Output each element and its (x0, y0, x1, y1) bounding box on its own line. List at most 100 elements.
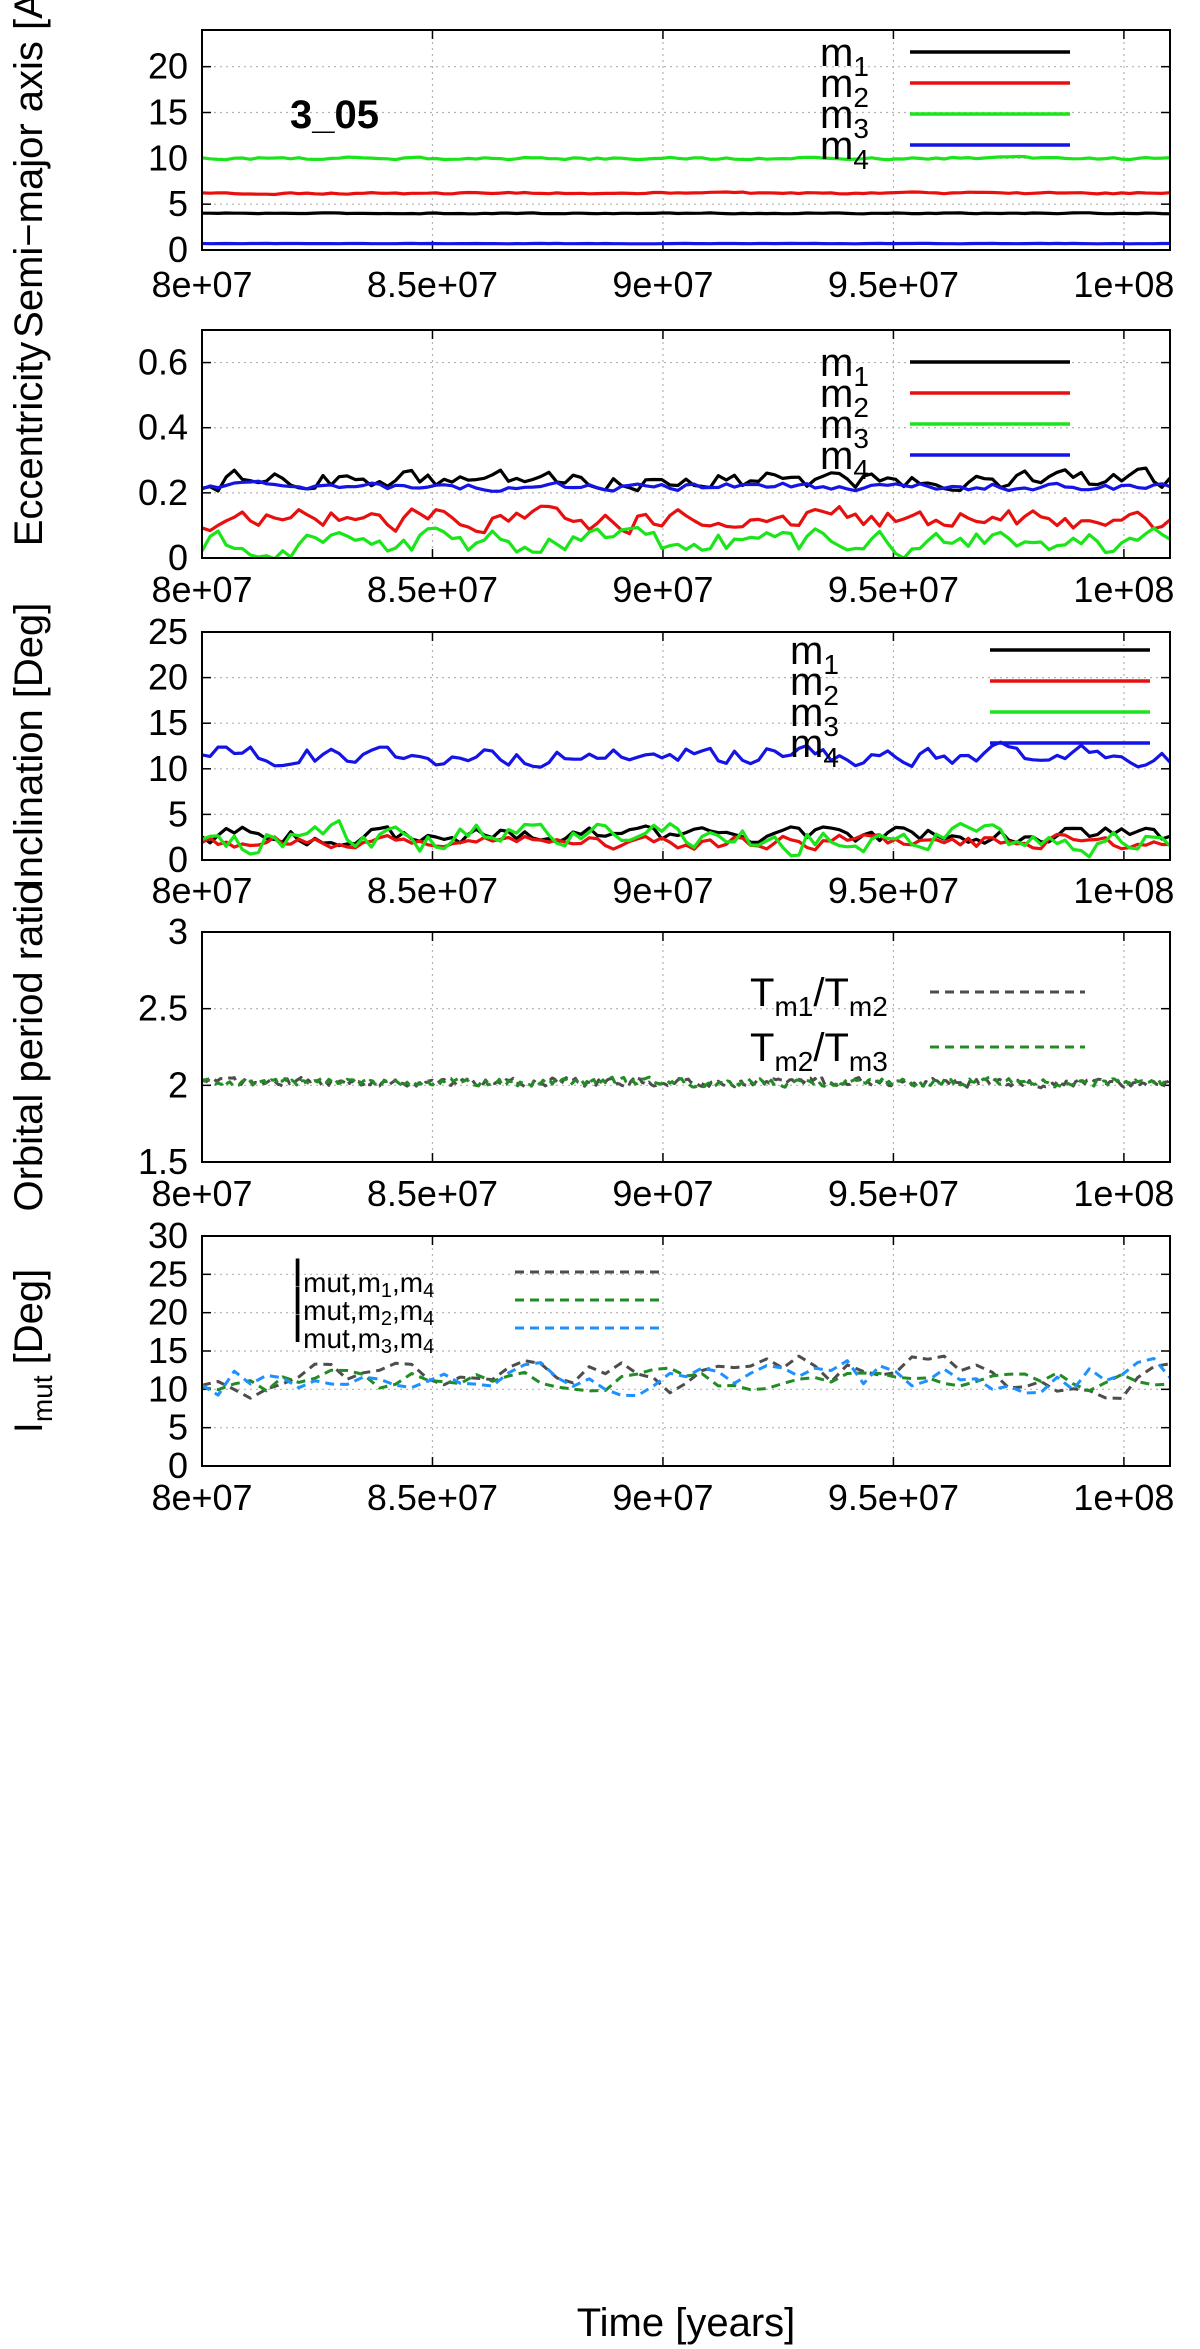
series-line-4 (202, 740, 1170, 769)
x-tick-label: 8.5e+07 (367, 870, 498, 911)
legend-label-1: m1 (820, 341, 869, 392)
y-tick-label: 10 (148, 137, 188, 178)
y-axis-label: Semi−major axis [AU] (7, 0, 51, 338)
series-line-2 (202, 1075, 1170, 1089)
x-tick-label: 8.5e+07 (367, 264, 498, 305)
legend-label-2: m2 (820, 62, 869, 113)
y-tick-label: 0 (168, 229, 188, 270)
y-tick-label: 2.5 (138, 988, 188, 1029)
x-tick-label: 8.5e+07 (367, 1173, 498, 1214)
plot-frame (201, 329, 1171, 559)
series-line-2 (202, 504, 1170, 536)
plot-frame (201, 931, 1171, 1163)
series-line-3 (202, 819, 1170, 859)
legend-label-3: Imut,m3,m4 (292, 1307, 434, 1358)
series-line-3 (202, 1357, 1170, 1397)
y-tick-label: 25 (148, 1253, 188, 1294)
series-line-1 (202, 466, 1170, 493)
y-axis-label: Inclination [Deg] (7, 603, 51, 890)
legend-label-1: Tm1/Tm2 (750, 971, 888, 1022)
legend-label-1: m1 (820, 31, 869, 82)
y-tick-label: 3 (168, 911, 188, 952)
y-tick-label: 5 (168, 1407, 188, 1448)
x-tick-label: 1e+08 (1073, 870, 1174, 911)
x-tick-label: 1e+08 (1073, 569, 1174, 610)
y-tick-label: 10 (148, 748, 188, 789)
plot-frame (201, 29, 1171, 251)
legend-label-4: m4 (790, 722, 839, 773)
y-axis-label: Imut [Deg] (7, 1269, 58, 1434)
x-tick-label: 1e+08 (1073, 1477, 1174, 1518)
legend-label-4: m4 (820, 124, 869, 175)
legend-label-2: Tm2/Tm3 (750, 1026, 888, 1077)
x-tick-label: 1e+08 (1073, 1173, 1174, 1214)
panel-label: 3_05 (290, 93, 379, 137)
legend-label-3: m3 (790, 691, 839, 742)
x-tick-label: 8e+07 (151, 1477, 252, 1518)
x-tick-label: 8e+07 (151, 264, 252, 305)
x-tick-label: 9e+07 (612, 569, 713, 610)
series-line-1 (202, 1076, 1170, 1090)
chart-panel-5: 8e+07 8.5e+07 9e+07 9.5e+07 1e+08 05101520253… (7, 1215, 1174, 2345)
legend-label-3: m3 (820, 403, 869, 454)
y-tick-label: 2 (168, 1064, 188, 1105)
legend-label-4: m4 (820, 434, 869, 485)
x-tick-label: 8e+07 (151, 1173, 252, 1214)
y-tick-label: 0 (168, 839, 188, 880)
y-axis-label: Eccentricity (7, 342, 51, 547)
x-tick-label: 9.5e+07 (828, 1173, 959, 1214)
x-tick-label: 1e+08 (1073, 264, 1174, 305)
legend-label-3: m3 (820, 93, 869, 144)
y-tick-label: 25 (148, 611, 188, 652)
chart-panel-4: 8e+07 8.5e+07 9e+07 9.5e+07 1e+08 1.5 2 2.5 3 Tm1… (7, 882, 1174, 1214)
legend-label-2: Imut,m2,m4 (292, 1279, 434, 1330)
series-line-3 (202, 525, 1170, 558)
y-axis-label: Orbital period ratio (7, 882, 51, 1211)
y-tick-label: 5 (168, 183, 188, 224)
y-tick-label: 15 (148, 92, 188, 133)
y-tick-label: 15 (148, 702, 188, 743)
legend-label-1: m1 (790, 629, 839, 680)
series-line-2 (202, 1366, 1170, 1393)
legend-label-1: Imut,m1,m4 (292, 1251, 434, 1302)
plot-frame (201, 1235, 1171, 1467)
series-line-1 (202, 211, 1170, 216)
x-tick-label: 9e+07 (612, 1477, 713, 1518)
y-tick-label: 5 (168, 793, 188, 834)
y-tick-label: 0.4 (138, 407, 188, 448)
x-tick-label: 9.5e+07 (828, 264, 959, 305)
x-tick-label: 8e+07 (151, 870, 252, 911)
series-line-1 (202, 1354, 1170, 1400)
x-tick-label: 8e+07 (151, 569, 252, 610)
chart-panel-2: 8e+07 8.5e+07 9e+07 9.5e+07 1e+08 0 0.2 0.4 0.6 m… (7, 329, 1174, 610)
y-tick-label: 20 (148, 46, 188, 87)
x-tick-label: 9.5e+07 (828, 569, 959, 610)
y-tick-label: 0.6 (138, 342, 188, 383)
plot-frame (201, 631, 1171, 861)
series-line-4 (202, 479, 1170, 493)
x-tick-label: 9e+07 (612, 1173, 713, 1214)
y-tick-label: 0 (168, 537, 188, 578)
y-tick-label: 10 (148, 1368, 188, 1409)
x-tick-label: 9e+07 (612, 264, 713, 305)
legend-label-2: m2 (820, 372, 869, 423)
series-line-2 (202, 190, 1170, 197)
y-tick-label: 0 (168, 1445, 188, 1486)
series-line-3 (202, 154, 1170, 162)
legend-label-2: m2 (790, 660, 839, 711)
x-tick-label: 9.5e+07 (828, 1477, 959, 1518)
y-tick-label: 20 (148, 657, 188, 698)
y-tick-label: 0.2 (138, 472, 188, 513)
y-tick-label: 1.5 (138, 1141, 188, 1182)
x-tick-label: 9e+07 (612, 870, 713, 911)
x-tick-label: 8.5e+07 (367, 1477, 498, 1518)
x-tick-label: 9.5e+07 (828, 870, 959, 911)
x-tick-label: 8.5e+07 (367, 569, 498, 610)
y-tick-label: 15 (148, 1330, 188, 1371)
y-tick-label: 30 (148, 1215, 188, 1256)
x-axis-label: Time [years] (577, 2301, 796, 2345)
y-tick-label: 20 (148, 1292, 188, 1333)
